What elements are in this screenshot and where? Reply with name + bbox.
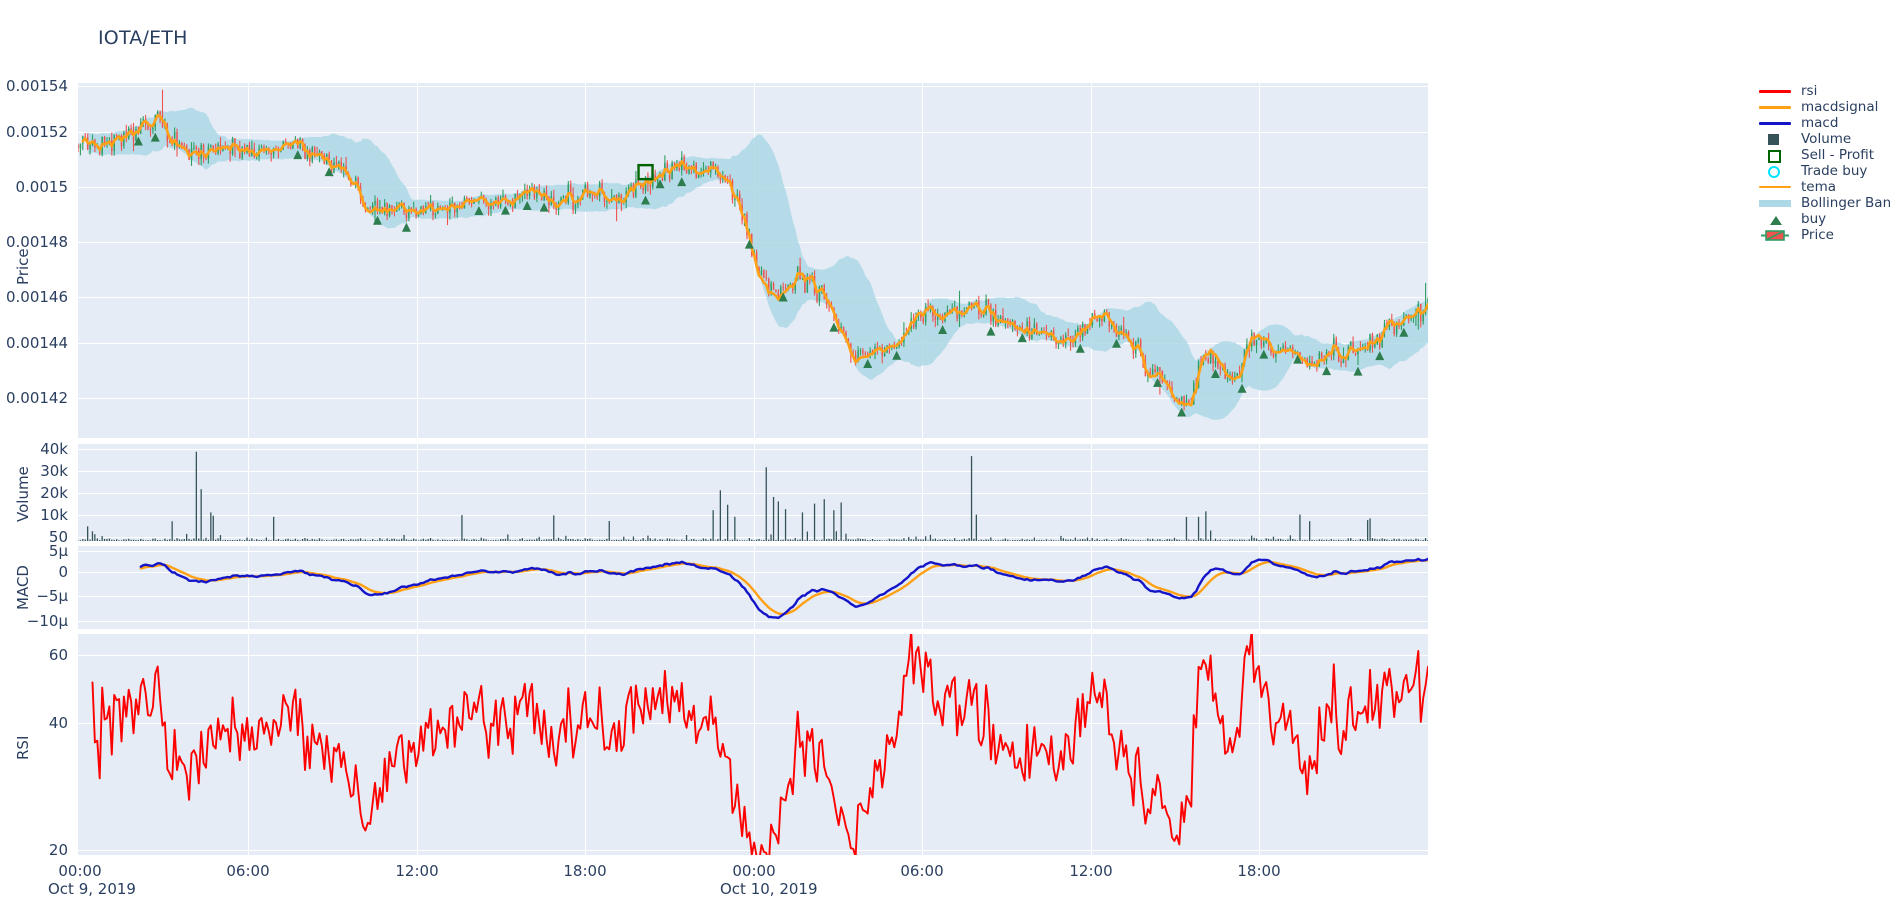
triangle-up-icon (1755, 211, 1795, 227)
volume-panel (78, 444, 1428, 541)
ytick-volume-3: 10k (40, 506, 68, 524)
legend-label: tema (1801, 179, 1837, 195)
square-icon (1755, 131, 1795, 147)
ytick-volume-0: 40k (40, 440, 68, 458)
circle-open-icon (1755, 163, 1795, 179)
line-icon (1755, 99, 1795, 115)
rsi-axis-label: RSI (14, 735, 32, 760)
legend-label: buy (1801, 211, 1827, 227)
legend-item-bollinger-band[interactable]: Bollinger Band (1755, 195, 1890, 211)
ytick-price-1: 0.00152 (5, 123, 68, 141)
legend-item-tema[interactable]: tema (1755, 179, 1890, 195)
xtick-2: 12:00 (395, 862, 439, 880)
legend-item-volume[interactable]: Volume (1755, 131, 1890, 147)
legend-item-trade-buy[interactable]: Trade buy (1755, 163, 1890, 179)
legend-item-macd[interactable]: macd (1755, 115, 1890, 131)
ytick-macd-0: 5µ (48, 542, 68, 560)
xtick-1: 06:00 (226, 862, 270, 880)
xtick-7: 18:00 (1237, 862, 1281, 880)
legend-item-price[interactable]: Price (1755, 227, 1890, 243)
ytick-macd-2: −5µ (36, 587, 68, 605)
line-icon (1755, 115, 1795, 131)
ytick-volume-4: 50 (48, 528, 68, 546)
legend-label: Price (1801, 227, 1834, 243)
ytick-macd-1: 0 (58, 563, 68, 581)
legend-label: Trade buy (1801, 163, 1868, 179)
ytick-price-2: 0.0015 (15, 178, 69, 196)
square-open-icon (1755, 147, 1795, 163)
xdate-0: Oct 9, 2019 (48, 880, 136, 898)
band-icon (1755, 195, 1795, 211)
candlestick-icon (1755, 227, 1795, 243)
xtick-4: 00:00 (732, 862, 776, 880)
ytick-price-3: 0.00148 (5, 233, 68, 251)
ytick-price-0: 0.00154 (5, 77, 68, 95)
xtick-5: 06:00 (900, 862, 944, 880)
ytick-price-5: 0.00144 (5, 334, 68, 352)
price-axis-label: Price (14, 248, 32, 285)
legend-item-macdsignal[interactable]: macdsignal (1755, 99, 1890, 115)
legend-label: Sell - Profit (1801, 147, 1875, 163)
legend-item-buy[interactable]: buy (1755, 211, 1890, 227)
legend-label: macd (1801, 115, 1839, 131)
legend: rsi macdsignal macd Volume Sell - Profit… (1755, 83, 1890, 243)
ytick-rsi-1: 40 (48, 714, 68, 732)
legend-item-sell-profit[interactable]: Sell - Profit (1755, 147, 1890, 163)
legend-label: Volume (1801, 131, 1852, 147)
xtick-3: 18:00 (563, 862, 607, 880)
page-title: IOTA/ETH (98, 27, 188, 49)
ytick-rsi-2: 20 (48, 841, 68, 859)
ytick-volume-1: 30k (40, 462, 68, 480)
ytick-volume-2: 20k (40, 484, 68, 502)
xdate-1: Oct 10, 2019 (720, 880, 818, 898)
legend-label: Bollinger Band (1801, 195, 1890, 211)
ytick-rsi-0: 60 (48, 646, 68, 664)
legend-label: macdsignal (1801, 99, 1879, 115)
xtick-0: 00:00 (58, 862, 102, 880)
line-icon (1755, 179, 1795, 195)
legend-label: rsi (1801, 83, 1818, 99)
ytick-macd-3: −10µ (26, 612, 68, 630)
legend-item-rsi[interactable]: rsi (1755, 83, 1890, 99)
line-icon (1755, 83, 1795, 99)
xtick-6: 12:00 (1069, 862, 1113, 880)
ytick-price-4: 0.00146 (5, 288, 68, 306)
ytick-price-6: 0.00142 (5, 389, 68, 407)
